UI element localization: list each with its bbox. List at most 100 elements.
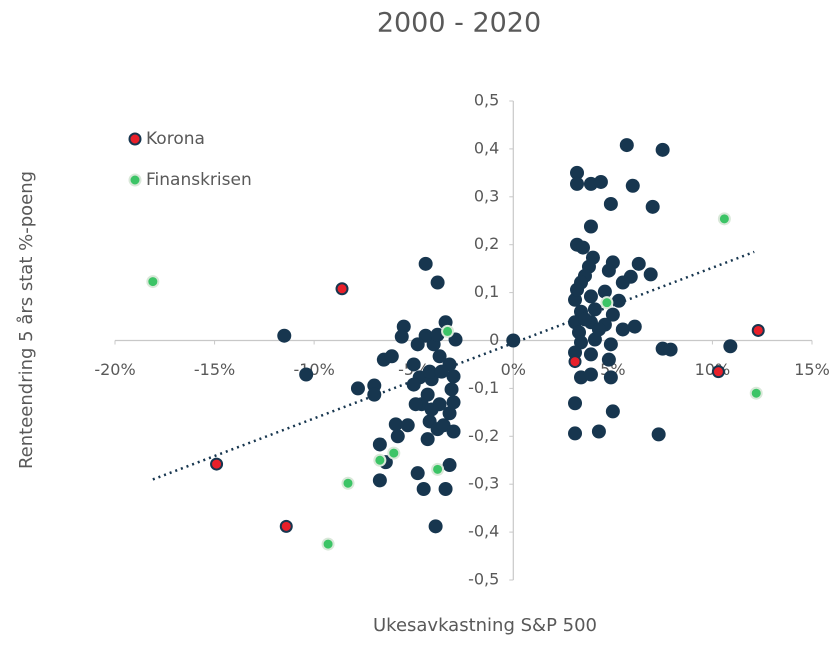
scatter-point xyxy=(341,476,355,490)
scatter-point xyxy=(372,473,387,488)
scatter-point xyxy=(418,256,433,271)
legend-marker xyxy=(128,173,142,187)
scatter-point xyxy=(723,339,738,354)
scatter-point xyxy=(431,462,445,476)
y-tick-label: -0,1 xyxy=(468,378,499,397)
scatter-point xyxy=(587,302,602,317)
scatter-point xyxy=(568,345,583,360)
scatter-point xyxy=(568,426,583,441)
scatter-point xyxy=(424,402,439,417)
x-tick-label: -20% xyxy=(94,360,135,379)
y-tick-label: -0,3 xyxy=(468,474,499,493)
scatter-point xyxy=(432,349,447,364)
scatter-point xyxy=(277,328,292,343)
scatter-point xyxy=(611,293,626,308)
scatter-point xyxy=(583,289,598,304)
scatter-point xyxy=(406,377,421,392)
scatter-point xyxy=(601,352,616,367)
scatter-point xyxy=(400,418,415,433)
scatter-point xyxy=(605,307,620,322)
scatter-point xyxy=(568,396,583,411)
scatter-point xyxy=(442,406,457,421)
scatter-point xyxy=(146,275,160,289)
x-axis-title: Ukesavkastning S&P 500 xyxy=(373,615,597,636)
y-tick-label: 0,2 xyxy=(474,234,499,253)
scatter-point xyxy=(655,142,670,157)
scatter-point xyxy=(717,212,731,226)
scatter-point xyxy=(568,355,582,369)
scatter-point xyxy=(603,370,618,385)
scatter-point xyxy=(619,138,634,153)
y-tick-label: 0,3 xyxy=(474,186,499,205)
y-tick-label: -0,5 xyxy=(468,570,499,589)
scatter-point xyxy=(444,382,459,397)
scatter-point xyxy=(600,296,614,310)
scatter-point xyxy=(406,357,421,372)
scatter-point xyxy=(751,323,765,337)
scatter-point xyxy=(601,263,616,278)
scatter-point xyxy=(410,466,425,481)
scatter-point xyxy=(645,199,660,214)
scatter-point xyxy=(210,457,224,471)
scatter-point xyxy=(434,364,449,379)
scatter-point xyxy=(597,284,612,299)
scatter-point xyxy=(593,174,608,189)
scatter-point xyxy=(438,481,453,496)
scatter-point xyxy=(373,453,387,467)
scatter-point xyxy=(570,165,585,180)
scatter-point xyxy=(583,219,598,234)
scatter-point xyxy=(408,397,423,412)
scatter-point xyxy=(570,176,585,191)
scatter-point xyxy=(390,429,405,444)
legend-label: Korona xyxy=(146,129,205,149)
x-tick-label: 15% xyxy=(794,360,830,379)
scatter-point xyxy=(625,178,640,193)
chart-title: 2000 - 2020 xyxy=(377,8,541,39)
trendline xyxy=(152,250,755,481)
scatter-point xyxy=(350,381,365,396)
y-tick-label: 0,5 xyxy=(474,91,499,110)
scatter-point xyxy=(279,519,293,533)
y-tick-label: -0,2 xyxy=(468,426,499,445)
y-tick-label: 0 xyxy=(489,330,499,349)
scatter-point xyxy=(388,417,403,432)
scatter-point xyxy=(321,537,335,551)
y-tick-label: 0,1 xyxy=(474,282,499,301)
scatter-point xyxy=(441,324,455,338)
scatter-point xyxy=(577,312,592,327)
scatter-point xyxy=(384,349,399,364)
scatter-point xyxy=(615,275,630,290)
scatter-point xyxy=(643,267,658,282)
scatter-point xyxy=(446,424,461,439)
scatter-point xyxy=(615,322,630,337)
scatter-point xyxy=(583,347,598,362)
scatter-point xyxy=(394,329,409,344)
legend-marker xyxy=(128,132,142,146)
scatter-point xyxy=(575,240,590,255)
scatter-point xyxy=(299,367,314,382)
scatter-point xyxy=(420,432,435,447)
scatter-point xyxy=(605,404,620,419)
x-tick-label: 0% xyxy=(501,360,526,379)
scatter-point xyxy=(591,424,606,439)
y-axis-title: Renteendring 5 års stat %-poeng xyxy=(16,171,37,469)
scatter-point xyxy=(372,437,387,452)
scatter-point xyxy=(430,275,445,290)
legend-label: Finanskrisen xyxy=(146,170,252,190)
scatter-point xyxy=(436,418,451,433)
scatter-point xyxy=(573,335,588,350)
scatter-point xyxy=(422,364,437,379)
scatter-point xyxy=(570,282,585,297)
scatter-point xyxy=(663,342,678,357)
scatter-point xyxy=(631,256,646,271)
scatter-point xyxy=(603,196,618,211)
y-tick-label: 0,4 xyxy=(474,138,499,157)
scatter-point xyxy=(651,427,666,442)
scatter-point xyxy=(446,369,461,384)
scatter-point xyxy=(749,386,763,400)
scatter-point xyxy=(627,319,642,334)
scatter-point xyxy=(583,367,598,382)
y-tick-label: -0,4 xyxy=(468,522,499,541)
x-tick-label: -15% xyxy=(194,360,235,379)
